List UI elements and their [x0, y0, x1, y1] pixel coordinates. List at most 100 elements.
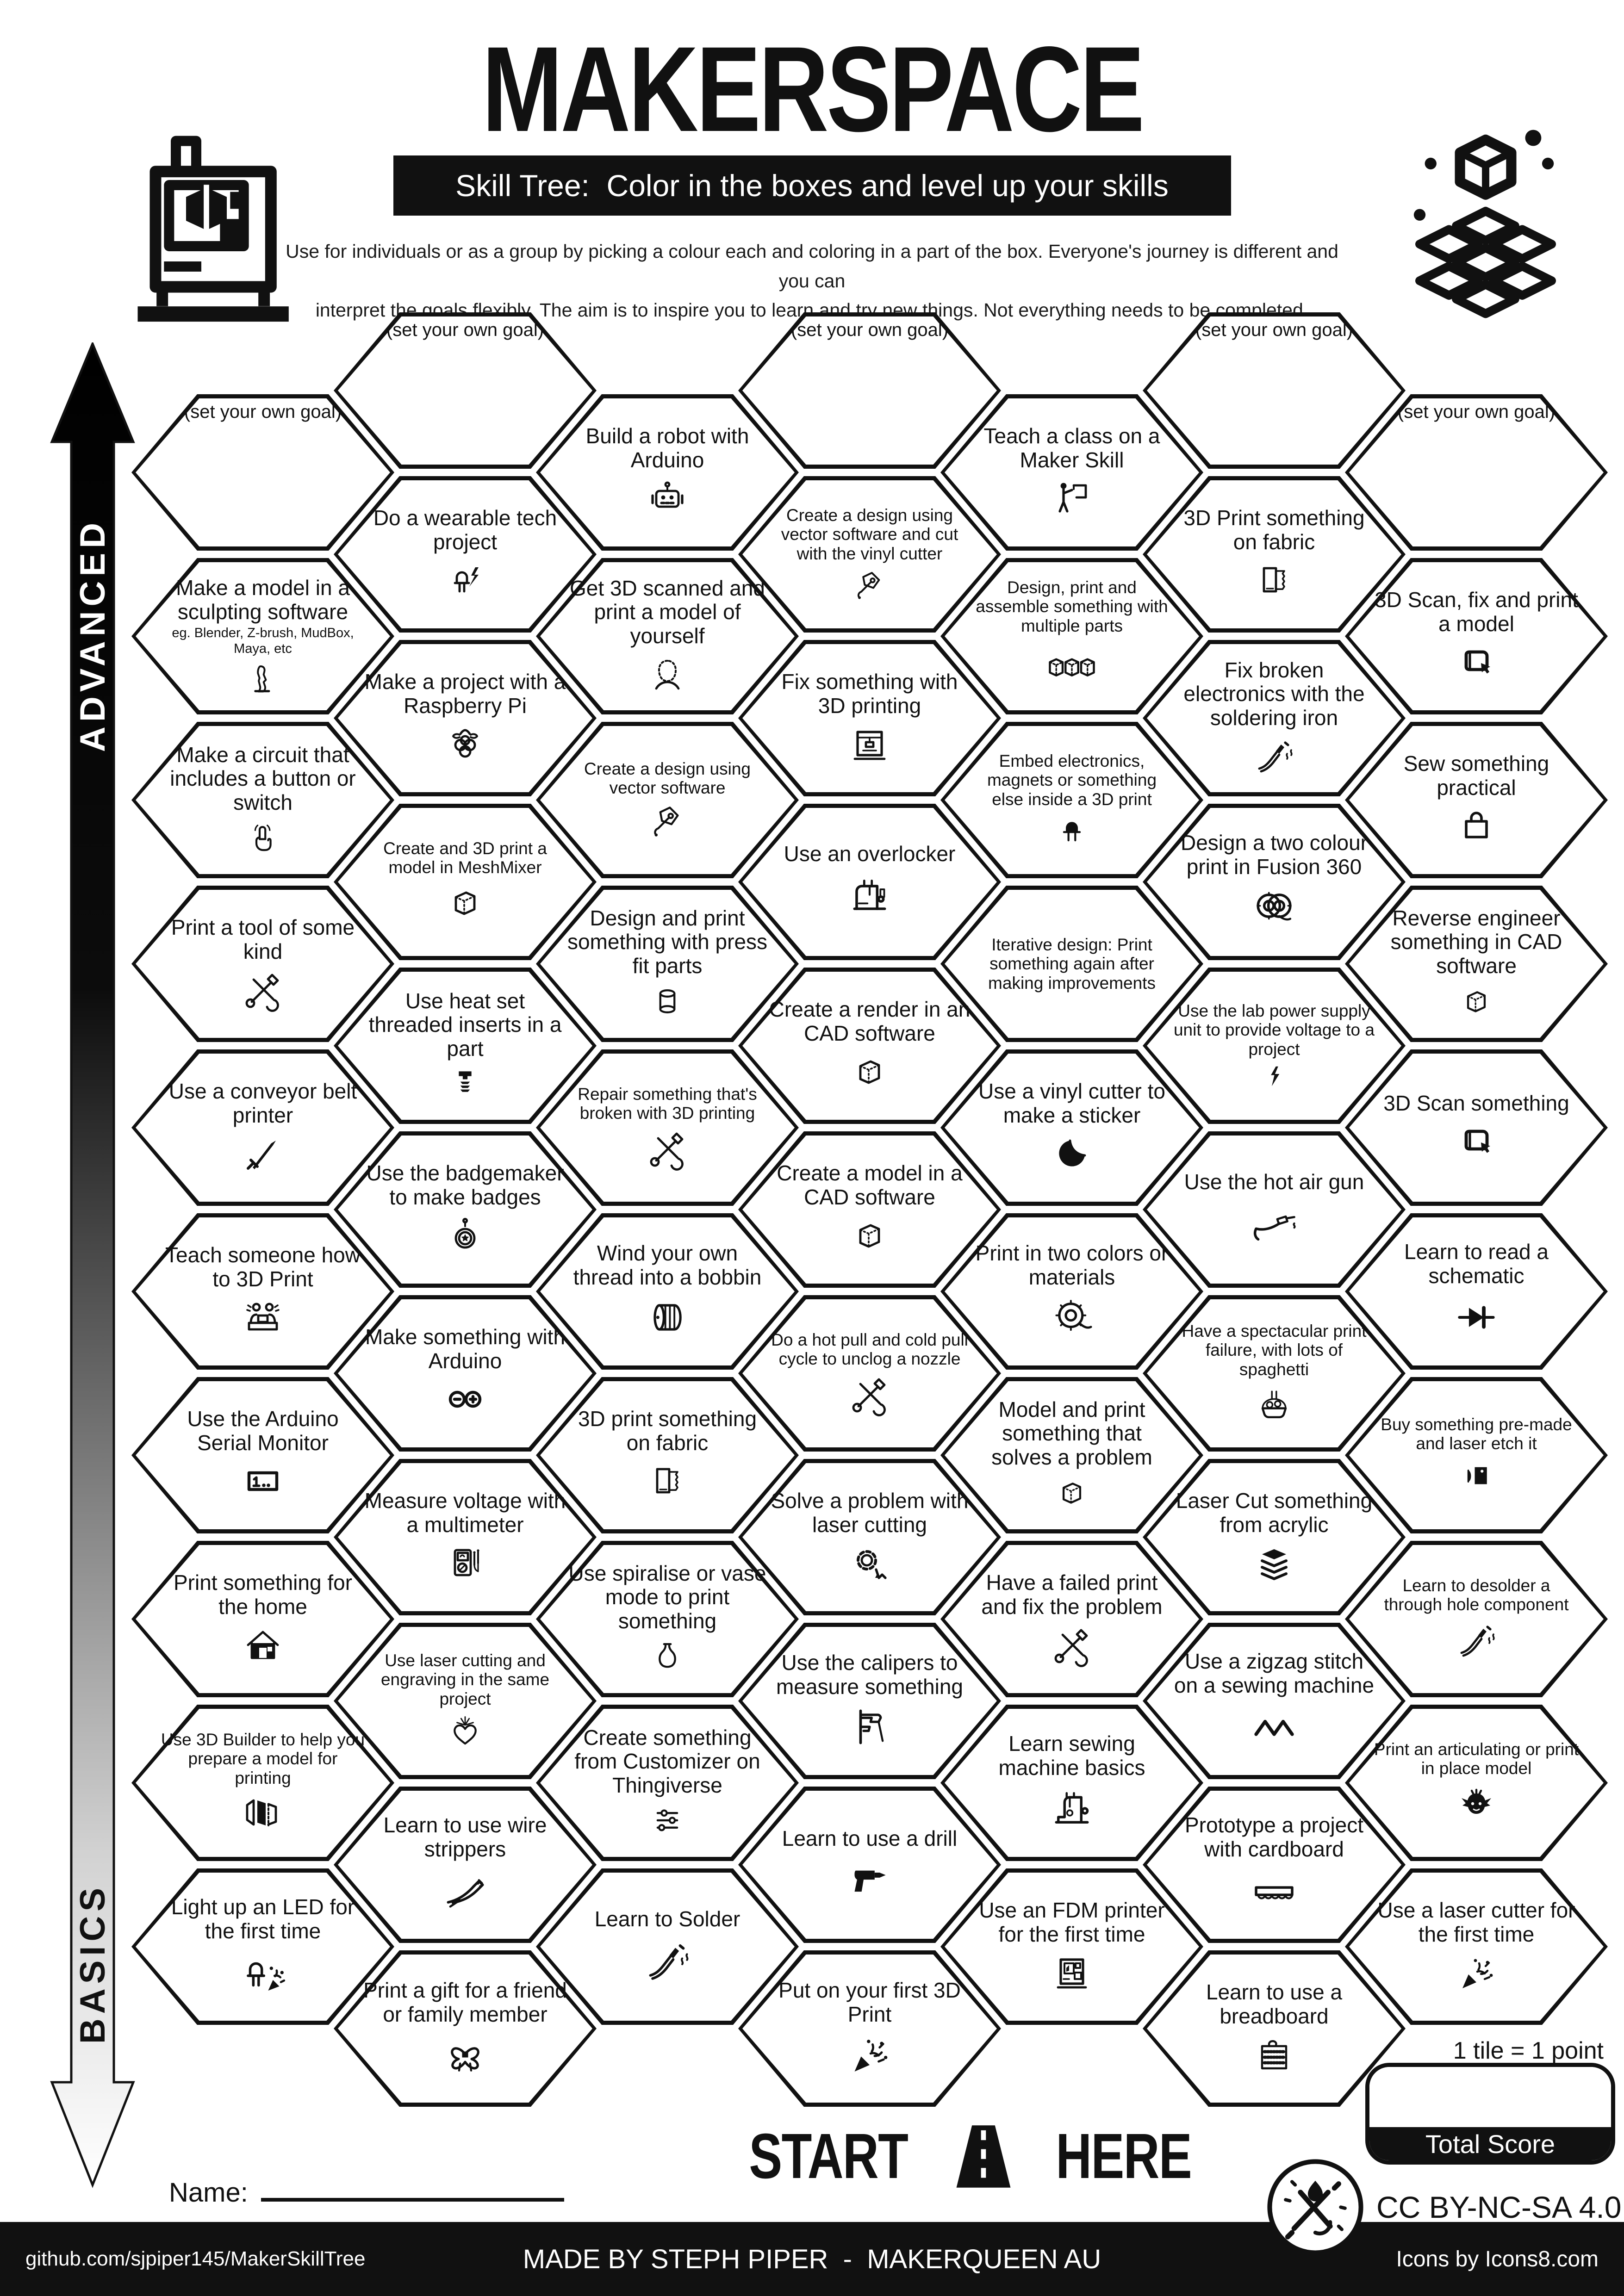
hex-vinyl-cutter-design[interactable]: Create a design using vector software an…: [738, 476, 1001, 633]
hex-label: (set your own goal): [1397, 402, 1556, 422]
hex-label: Embed electronics, magnets or something …: [987, 751, 1157, 809]
hex-arduino-serial-monitor[interactable]: Use the Arduino Serial Monitor: [131, 1377, 394, 1533]
hex-use-an-overlocker[interactable]: Use an overlocker: [738, 804, 1001, 960]
hex-laser-cutter-first-time[interactable]: Use a laser cutter for the first time: [1345, 1868, 1608, 2025]
hex-teach-someone-3d-print[interactable]: Teach someone how to 3D Print: [131, 1213, 394, 1370]
hex-teach-a-class[interactable]: Teach a class on a Maker Skill: [940, 394, 1203, 551]
hex-desolder-through-hole[interactable]: Learn to desolder a through hole compone…: [1345, 1541, 1608, 1697]
overlocker-icon: [853, 879, 886, 910]
hex-3d-scan-something[interactable]: 3D Scan something: [1345, 1049, 1608, 1206]
hex-laser-etch-premade[interactable]: Buy something pre-made and laser etch it: [1345, 1377, 1608, 1533]
hex-content: Measure voltage with a multimeter: [362, 1466, 568, 1608]
hex-wind-bobbin[interactable]: Wind your own thread into a bobbin: [536, 1213, 799, 1370]
hex-goal-d[interactable]: (set your own goal): [738, 312, 1001, 469]
pen-tool-icon: [654, 807, 679, 837]
hex-content: (set your own goal): [160, 402, 366, 543]
footer-repo-link[interactable]: github.com/sjpiper145/MakerSkillTree: [25, 2247, 366, 2270]
spaghetti-icon: [1261, 1390, 1287, 1419]
hex-learn-drill[interactable]: Learn to use a drill: [738, 1787, 1001, 1943]
hex-3d-print-fabric[interactable]: 3D Print something on fabric: [1143, 476, 1406, 633]
hex-solve-with-laser-cutting[interactable]: Solve a problem with laser cutting: [738, 1459, 1001, 1615]
hex-failed-print-fix[interactable]: Have a failed print and fix the problem: [940, 1541, 1203, 1697]
hex-measure-voltage[interactable]: Measure voltage with a multimeter: [334, 1459, 597, 1615]
hex-spaghetti-failure[interactable]: Have a spectacular print failure, with l…: [1143, 1295, 1406, 1452]
footer-icons-credit[interactable]: Icons by Icons8.com: [1396, 2246, 1599, 2271]
hex-goal-g[interactable]: (set your own goal): [1345, 394, 1608, 551]
raspberry-pi-icon: [452, 729, 478, 757]
hex-heat-set-inserts[interactable]: Use heat set threaded inserts in a part: [334, 968, 597, 1124]
hex-repair-with-3d-printing[interactable]: Repair something that's broken with 3D p…: [536, 1049, 799, 1206]
hex-content: Make a project with a Raspberry Pi: [362, 647, 568, 789]
hex-scan-fix-print[interactable]: 3D Scan, fix and print a model: [1345, 558, 1608, 714]
hex-conveyor-belt-printer[interactable]: Use a conveyor belt printer: [131, 1049, 394, 1206]
hex-hot-pull-cold-pull[interactable]: Do a hot pull and cold pull cycle to unc…: [738, 1295, 1001, 1452]
hex-read-schematic[interactable]: Learn to read a schematic: [1345, 1213, 1608, 1370]
hex-articulating-model[interactable]: Print an articulating or print in place …: [1345, 1705, 1608, 1861]
hex-make-with-arduino[interactable]: Make something with Arduino: [334, 1295, 597, 1452]
total-score-entry[interactable]: [1369, 2067, 1611, 2127]
hex-label: Fix broken electronics with the solderin…: [1183, 658, 1365, 730]
hex-light-led-first-time[interactable]: Light up an LED for the first time: [131, 1868, 394, 2025]
hex-vector-design[interactable]: Create a design using vector software: [536, 722, 799, 878]
hex-multiple-parts[interactable]: Design, print and assemble something wit…: [940, 558, 1203, 714]
hex-fix-broken-electronics[interactable]: Fix broken electronics with the solderin…: [1143, 640, 1406, 796]
hex-background: [742, 1955, 997, 2103]
hex-customizer-thingiverse[interactable]: Create something from Customizer on Thin…: [536, 1705, 799, 1861]
serial-monitor-icon: [247, 1471, 279, 1491]
hex-two-colors[interactable]: Print in two colors or materials: [940, 1213, 1203, 1370]
hex-circuit-button[interactable]: Make a circuit that includes a button or…: [131, 722, 394, 878]
hex-cad-model[interactable]: Create a model in a CAD software: [738, 1131, 1001, 1288]
hex-zigzag-stitch[interactable]: Use a zigzag stitch on a sewing machine: [1143, 1623, 1406, 1779]
hex-print-a-tool[interactable]: Print a tool of some kind: [131, 886, 394, 1042]
hex-raspberry-pi-project[interactable]: Make a project with a Raspberry Pi: [334, 640, 597, 796]
hex-print-a-gift[interactable]: Print a gift for a friend or family memb…: [334, 1950, 597, 2107]
press-button-icon: [254, 825, 272, 851]
hex-cardboard-prototype[interactable]: Prototype a project with cardboard: [1143, 1787, 1406, 1943]
hex-goal-a[interactable]: (set your own goal): [131, 394, 394, 551]
hex-goal-f[interactable]: (set your own goal): [1143, 312, 1406, 469]
skill-level-axis: ADVANCED BASICS: [50, 342, 135, 2189]
hex-content: Learn to use wire strippers: [362, 1794, 568, 1936]
hex-laser-cut-acrylic[interactable]: Laser Cut something from acrylic: [1143, 1459, 1406, 1615]
hex-use-3d-builder[interactable]: Use 3D Builder to help you prepare a mod…: [131, 1705, 394, 1861]
hex-fusion-two-colour[interactable]: Design a two colour print in Fusion 360: [1143, 804, 1406, 960]
hex-get-3d-scanned[interactable]: Get 3D scanned and print a model of your…: [536, 558, 799, 714]
hex-wearable-tech[interactable]: Do a wearable tech project: [334, 476, 597, 633]
hex-background: [1147, 1136, 1401, 1284]
hex-lab-power-supply[interactable]: Use the lab power supply unit to provide…: [1143, 968, 1406, 1124]
hex-reverse-engineer-cad[interactable]: Reverse engineer something in CAD softwa…: [1345, 886, 1608, 1042]
hex-3d-print-on-fabric[interactable]: 3D print something on fabric: [536, 1377, 799, 1533]
led-celebration-icon: [247, 1962, 286, 1991]
hex-content: Print in two colors or materials: [969, 1221, 1175, 1362]
hex-embed-electronics[interactable]: Embed electronics, magnets or something …: [940, 722, 1203, 878]
hex-badgemaker[interactable]: Use the badgemaker to make badges: [334, 1131, 597, 1288]
hex-fdm-first-time[interactable]: Use an FDM printer for the first time: [940, 1868, 1203, 2025]
hex-model-solves-problem[interactable]: Model and print something that solves a …: [940, 1377, 1203, 1533]
hex-learn-breadboard[interactable]: Learn to use a breadboard: [1143, 1950, 1406, 2107]
hex-learn-to-solder[interactable]: Learn to Solder: [536, 1868, 799, 2025]
hex-hot-air-gun[interactable]: Use the hot air gun: [1143, 1131, 1406, 1288]
hex-press-fit-parts[interactable]: Design and print something with press fi…: [536, 886, 799, 1042]
hex-first-3d-print[interactable]: Put on your first 3D Print: [738, 1950, 1001, 2107]
hex-content: Use the lab power supply unit to provide…: [1171, 975, 1377, 1117]
hex-background: [945, 1709, 1199, 1857]
hex-sewing-machine-basics[interactable]: Learn sewing machine basics: [940, 1705, 1203, 1861]
hex-goal-b[interactable]: (set your own goal): [334, 312, 597, 469]
hex-iterative-design[interactable]: Iterative design: Print something again …: [940, 886, 1203, 1042]
hex-cad-render[interactable]: Create a render in an CAD software: [738, 968, 1001, 1124]
hex-meshmixer-model[interactable]: Create and 3D print a model in MeshMixer: [334, 804, 597, 960]
name-input-line[interactable]: [261, 2171, 564, 2202]
hex-laser-cut-engrave[interactable]: Use laser cutting and engraving in the s…: [334, 1623, 597, 1779]
hex-wire-strippers[interactable]: Learn to use wire strippers: [334, 1787, 597, 1943]
hex-vinyl-sticker[interactable]: Use a vinyl cutter to make a sticker: [940, 1049, 1203, 1206]
hex-sculpting-software[interactable]: Make a model in a sculpting software eg. …: [131, 558, 394, 714]
hex-use-calipers[interactable]: Use the calipers to measure something: [738, 1623, 1001, 1779]
hex-robot-arduino[interactable]: Build a robot with Arduino: [536, 394, 799, 551]
hex-spiralise-vase-mode[interactable]: Use spiralise or vase mode to print some…: [536, 1541, 799, 1697]
hex-background: [1349, 562, 1604, 710]
description-line-1: Use for individuals or as a group by pic…: [286, 241, 1338, 292]
hex-sew-practical[interactable]: Sew something practical: [1345, 722, 1608, 878]
hex-fix-with-3d-printing[interactable]: Fix something with 3D printing: [738, 640, 1001, 796]
hex-print-for-home[interactable]: Print something for the home: [131, 1541, 394, 1697]
hex-label: 3D Print something on fabric: [1183, 506, 1365, 554]
